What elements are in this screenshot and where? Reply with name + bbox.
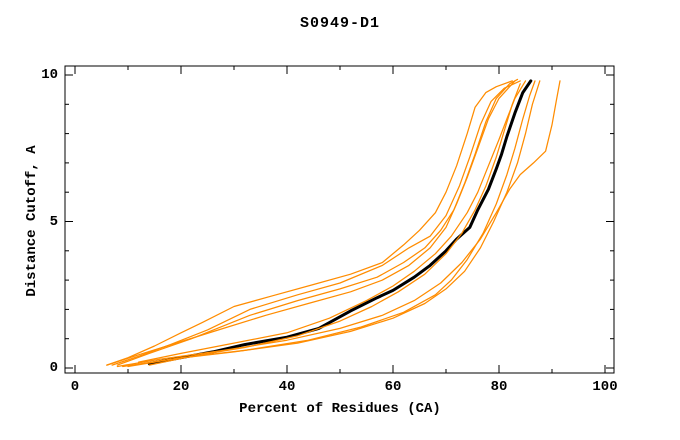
orange-curve-3 — [111, 80, 521, 366]
y-axis-label: Distance Cutoff, A — [24, 145, 40, 297]
orange-curve-7 — [127, 80, 536, 368]
black-curve — [147, 79, 533, 366]
orange-curve-1 — [106, 80, 513, 366]
x-tick-label-0: 0 — [70, 379, 80, 395]
x-tick-label-100: 100 — [592, 379, 618, 395]
y-tick-label-5: 5 — [49, 214, 58, 230]
x-tick-label-20: 20 — [172, 379, 190, 395]
y-tick-label-0: 0 — [49, 360, 58, 376]
orange-curve-8 — [122, 80, 541, 368]
orange-curve-5 — [137, 80, 527, 363]
x-tick-label-60: 60 — [384, 379, 402, 395]
plot-frame — [64, 65, 615, 374]
x-tick-label-80: 80 — [490, 379, 508, 395]
orange-curve-4 — [116, 78, 519, 366]
x-axis-label: Percent of Residues (CA) — [239, 401, 441, 417]
orange-curve-6 — [148, 83, 521, 366]
orange-curve-9 — [116, 80, 561, 368]
chart-title: S0949-D1 — [299, 15, 380, 32]
orange-curve-2 — [106, 80, 516, 366]
x-tick-label-40: 40 — [278, 379, 296, 395]
y-tick-label-10: 10 — [41, 67, 58, 83]
